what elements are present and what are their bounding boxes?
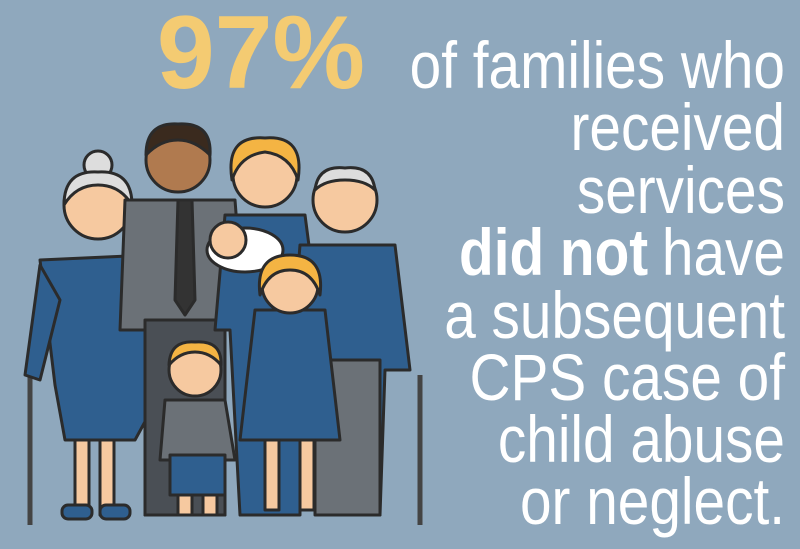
headline-line: CPS case of xyxy=(470,341,786,415)
headline-line: did not have xyxy=(459,216,785,290)
headline-line: received xyxy=(570,91,785,165)
line-text: services xyxy=(577,154,785,228)
line-text: child abuse xyxy=(498,403,785,477)
headline-line: or neglect. xyxy=(520,465,785,539)
line-text: or neglect. xyxy=(520,465,785,539)
line-text: have xyxy=(662,216,785,290)
emphasis: did not xyxy=(459,216,648,290)
headline-line: a subsequent xyxy=(444,279,785,353)
family-illustration xyxy=(23,122,423,525)
headline-line: of families who xyxy=(410,29,785,103)
headline-stat: 97% xyxy=(157,0,365,111)
headline-line: services xyxy=(577,154,785,228)
line-text: CPS case of xyxy=(470,341,786,415)
line-text: a subsequent xyxy=(444,279,785,353)
headline-line: child abuse xyxy=(498,403,785,477)
line-text: of families who xyxy=(410,29,785,103)
line-text: received xyxy=(570,91,785,165)
